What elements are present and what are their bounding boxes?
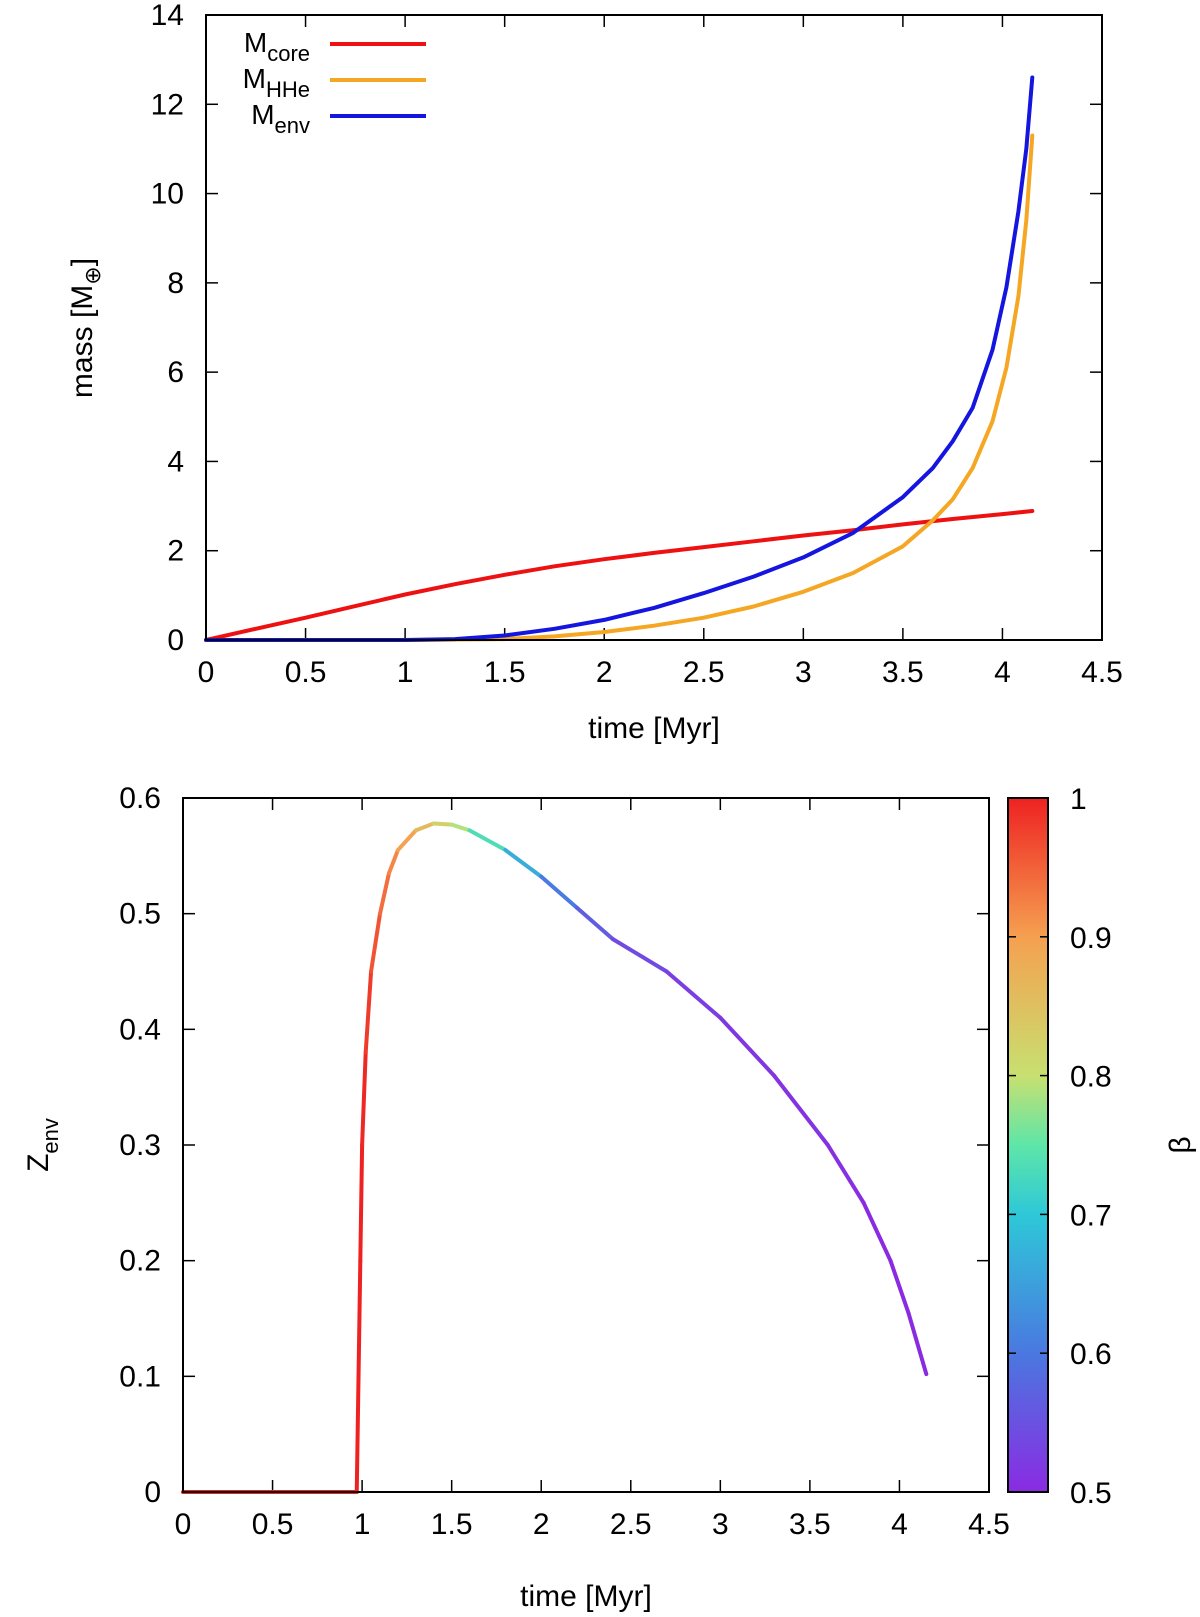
zenv-chart-series: [181, 821, 929, 1494]
zenv-line-segment: [503, 848, 544, 879]
svg-text:Mcore: Mcore: [244, 27, 310, 66]
zenv-line-segment: [825, 1143, 866, 1205]
mass-chart-y-tick-label: 10: [151, 178, 184, 211]
colorbar-tick-label: 0.6: [1070, 1338, 1112, 1371]
colorbar-tick-labels: 0.5 0.6 0.7 0.8 0.9 1: [1070, 783, 1112, 1510]
zenv-line-segment: [861, 1200, 893, 1263]
zenv-chart-y-tick-label: 0.5: [119, 898, 161, 931]
zenv-line-segment: [369, 911, 383, 974]
mass-chart-x-tick-label: 4: [994, 656, 1011, 689]
mass-chart-y-tick-label: 2: [167, 535, 184, 568]
zenv-line-segment: [360, 1050, 368, 1147]
zenv-chart-y-tick-label: 0.1: [119, 1360, 161, 1393]
zenv-line-segment: [358, 1143, 365, 1263]
zenv-line-segment: [467, 828, 508, 853]
colorbar-tick-label: 0.7: [1070, 1199, 1112, 1232]
zenv-line-segment: [575, 905, 615, 942]
mass-chart-x-tick-label: 2.5: [683, 656, 725, 689]
legend-item-env: Menv: [251, 99, 426, 138]
zenv-chart-x-tick-label: 2: [533, 1508, 550, 1541]
zenv-line-segment: [539, 874, 580, 910]
mass-chart-x-tick-label: 0.5: [285, 656, 327, 689]
svg-text:Menv: Menv: [251, 99, 310, 138]
legend-item-core: Mcore: [244, 27, 426, 66]
colorbar-tick-label: 0.9: [1070, 922, 1112, 955]
mass-chart-x-tick-label: 3.5: [882, 656, 924, 689]
zenv-chart-x-tick-label: 0: [175, 1508, 192, 1541]
zenv-chart-x-tick-label: 0.5: [252, 1508, 294, 1541]
colorbar-tick-label: 0.5: [1070, 1477, 1112, 1510]
mass-chart-x-tick-label: 1: [397, 656, 414, 689]
zenv-chart-y-tick-label: 0: [144, 1476, 161, 1509]
zenv-line-segment: [356, 1258, 363, 1379]
mass-chart-y-tick-label: 4: [167, 445, 184, 478]
mass-chart-x-tick-label: 2: [596, 656, 613, 689]
zenv-line-segment: [772, 1073, 830, 1147]
zenv-line-segment: [395, 828, 418, 853]
zenv-line-segment: [363, 969, 374, 1055]
zenv-chart-x-tick-label: 4: [891, 1508, 908, 1541]
zenv-chart: 0 0.5 1 1.5 2 2.5 3 3.5 4 4.5 0 0.1 0.2 0.3 0.4 0.5 0.6…: [22, 782, 1197, 1613]
zenv-chart-x-tick-label: 2.5: [610, 1508, 652, 1541]
colorbar-title: β: [1164, 1136, 1197, 1153]
mass-chart-series: [204, 75, 1035, 642]
mass-chart-x-tick-label: 3: [795, 656, 812, 689]
mass-chart-legend: Mcore MHHe Menv: [243, 27, 426, 138]
mass-chart-y-tick-label: 0: [167, 624, 184, 657]
zenv-line-segment: [386, 848, 400, 876]
zenv-chart-y-axis-title: Zenv: [22, 1118, 63, 1172]
zenv-line-segment: [354, 1374, 361, 1494]
mass-chart-x-tick-label: 0: [198, 656, 215, 689]
legend-item-hhe: MHHe: [243, 63, 426, 102]
mass-chart-y-tick-label: 14: [151, 0, 184, 32]
zenv-line-segment: [449, 822, 472, 833]
zenv-line-segment: [610, 937, 669, 974]
zenv-line-segment: [378, 871, 391, 916]
colorbar: 0.5 0.6 0.7 0.8 0.9 1 β: [1007, 783, 1197, 1510]
mass-chart-y-tick-labels: 0 2 4 6 8 10 12 14: [151, 0, 184, 657]
mass-chart-y-axis-title: mass [M⊕]: [66, 258, 105, 398]
series-line-m-env: [204, 75, 1035, 642]
zenv-chart-x-tick-labels: 0 0.5 1 1.5 2 2.5 3 3.5 4 4.5: [175, 1508, 1010, 1541]
zenv-chart-x-tick-label: 3.5: [789, 1508, 831, 1541]
zenv-chart-y-tick-label: 0.4: [119, 1013, 161, 1046]
mass-chart-y-tick-label: 6: [167, 356, 184, 389]
mass-chart: 0 0.5 1 1.5 2 2.5 3 3.5 4 4.5 0 2 4 6 8 10 12 14 time [M…: [66, 0, 1123, 745]
zenv-line-segment: [664, 969, 723, 1020]
zenv-chart-y-tick-label: 0.6: [119, 782, 161, 815]
mass-chart-x-tick-label: 4.5: [1081, 656, 1123, 689]
zenv-line-segment: [906, 1310, 929, 1377]
zenv-chart-y-tick-label: 0.2: [119, 1245, 161, 1278]
colorbar-tick-label: 0.8: [1070, 1061, 1112, 1094]
colorbar-gradient: [1007, 797, 1049, 1493]
mass-chart-x-tick-label: 1.5: [484, 656, 526, 689]
colorbar-ticks: [1008, 797, 1048, 1493]
mass-chart-x-tick-labels: 0 0.5 1 1.5 2 2.5 3 3.5 4 4.5: [198, 656, 1123, 689]
zenv-chart-x-tick-label: 3: [712, 1508, 729, 1541]
series-line-m-hhe: [204, 133, 1035, 642]
mass-chart-ticks: [205, 14, 1103, 641]
zenv-chart-ticks: [182, 797, 990, 1493]
zenv-line-segment: [413, 821, 436, 833]
mass-chart-y-tick-label: 8: [167, 267, 184, 300]
series-line-m-core: [204, 509, 1035, 642]
zenv-line-segment: [718, 1015, 777, 1078]
zenv-chart-x-tick-label: 1.5: [431, 1508, 473, 1541]
zenv-line-segment: [888, 1258, 911, 1315]
zenv-chart-y-tick-label: 0.3: [119, 1129, 161, 1162]
mass-chart-frame: [205, 14, 1103, 641]
zenv-chart-y-tick-labels: 0 0.1 0.2 0.3 0.4 0.5 0.6: [119, 782, 161, 1509]
zenv-line-segment: [431, 821, 454, 827]
mass-chart-y-tick-label: 12: [151, 88, 184, 121]
zenv-chart-x-tick-label: 4.5: [968, 1508, 1010, 1541]
svg-text:MHHe: MHHe: [243, 63, 310, 102]
zenv-chart-x-axis-title: time [Myr]: [520, 1580, 652, 1613]
mass-chart-x-axis-title: time [Myr]: [588, 712, 720, 745]
colorbar-tick-label: 1: [1070, 783, 1087, 816]
zenv-chart-frame: [182, 797, 990, 1493]
zenv-chart-x-tick-label: 1: [354, 1508, 371, 1541]
